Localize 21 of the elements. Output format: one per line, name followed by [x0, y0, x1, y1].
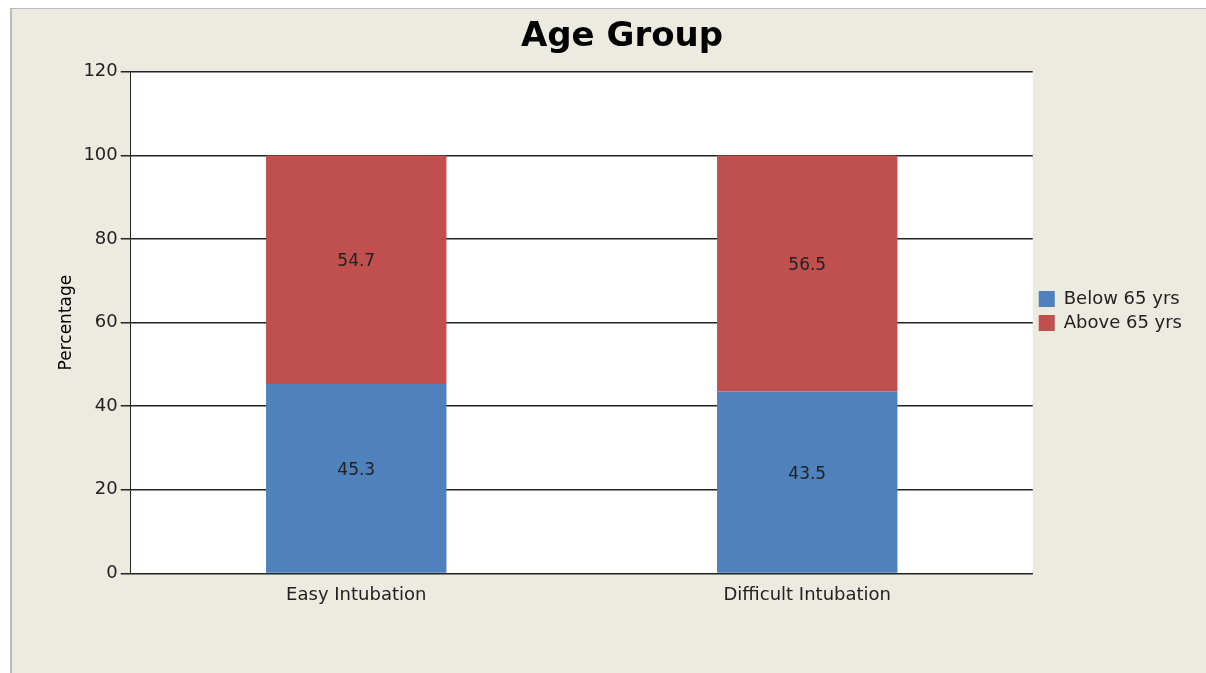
data-label: 43.5 — [788, 462, 827, 483]
bar — [717, 391, 898, 573]
chart-title: Age Group — [520, 14, 724, 55]
bar — [717, 155, 898, 392]
bar — [266, 384, 447, 573]
y-tick-label: 40 — [94, 393, 118, 415]
y-tick-label: 80 — [94, 226, 118, 248]
bar — [266, 155, 447, 385]
y-tick-label: 100 — [83, 143, 118, 165]
y-tick-label: 0 — [106, 561, 118, 583]
legend-label: Below 65 yrs — [1063, 286, 1180, 308]
legend-label: Above 65 yrs — [1063, 310, 1183, 332]
data-label: 45.3 — [337, 458, 376, 479]
y-axis-title: Percentage — [54, 274, 75, 371]
y-tick-label: 60 — [94, 310, 118, 332]
y-tick-label: 120 — [83, 59, 118, 81]
x-tick-label: Difficult Intubation — [723, 582, 891, 604]
data-label: 56.5 — [788, 253, 827, 274]
y-tick-label: 20 — [94, 477, 118, 499]
x-tick-label: Easy Intubation — [286, 582, 427, 604]
data-label: 54.7 — [337, 250, 376, 271]
